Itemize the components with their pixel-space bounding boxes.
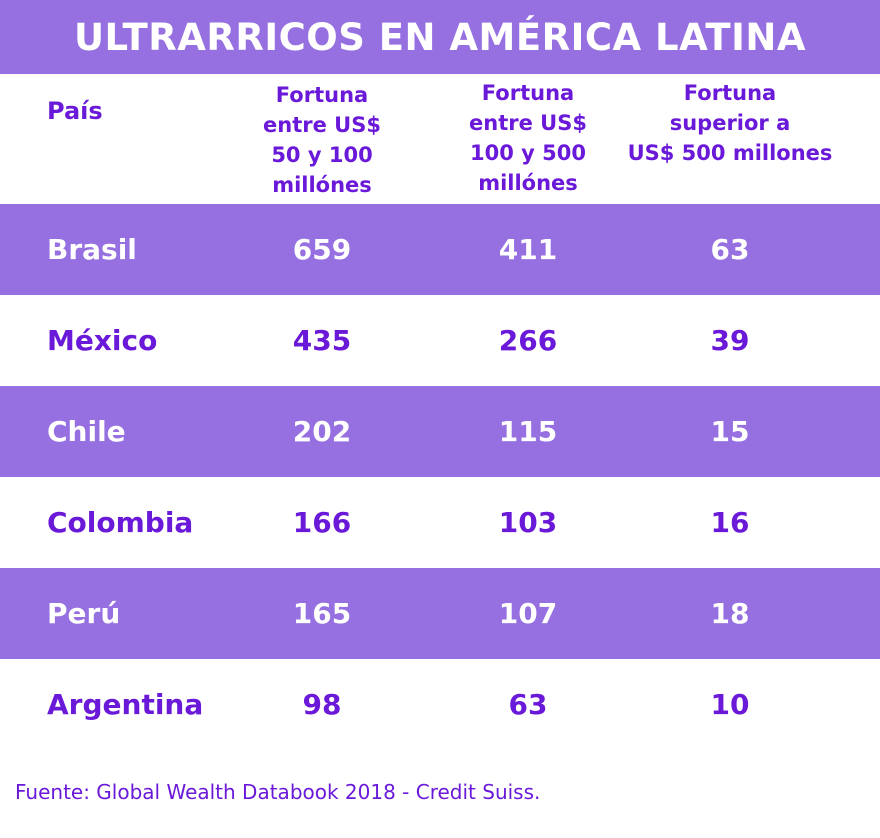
page-title: ULTRARRICOS EN AMÉRICA LATINA	[74, 15, 806, 59]
header-country: País	[47, 97, 103, 125]
header-fortune-over-500: Fortuna superior a US$ 500 millones	[610, 78, 850, 168]
header-line: Fortuna	[481, 81, 575, 105]
value-cell-100-500: 103	[498, 506, 558, 539]
country-cell: Brasil	[47, 233, 137, 266]
source-note: Fuente: Global Wealth Databook 2018 - Cr…	[15, 780, 541, 804]
table-row: Colombia 166 103 16	[0, 477, 880, 568]
value-cell-50-100: 165	[292, 597, 352, 630]
header-line: Fortuna	[683, 81, 777, 105]
header-line: millónes	[272, 173, 372, 197]
header-line: US$ 500 millones	[627, 141, 833, 165]
value-cell-50-100: 166	[292, 506, 352, 539]
country-cell: México	[47, 324, 158, 357]
value-cell-50-100: 98	[302, 688, 342, 721]
country-cell: Perú	[47, 597, 121, 630]
header-line: millónes	[478, 171, 578, 195]
value-cell-over-500: 15	[710, 415, 750, 448]
table-header: País Fortuna entre US$ 50 y 100 millónes…	[0, 74, 880, 204]
value-cell-over-500: 18	[710, 597, 750, 630]
table-row: Chile 202 115 15	[0, 386, 880, 477]
header-line: entre US$	[469, 111, 587, 135]
value-cell-over-500: 16	[710, 506, 750, 539]
country-cell: Argentina	[47, 688, 204, 721]
header-line: 100 y 500	[470, 141, 586, 165]
value-cell-100-500: 115	[498, 415, 558, 448]
value-cell-100-500: 266	[498, 324, 558, 357]
table-row: Perú 165 107 18	[0, 568, 880, 659]
value-cell-100-500: 63	[508, 688, 548, 721]
value-cell-100-500: 411	[498, 233, 558, 266]
value-cell-50-100: 202	[292, 415, 352, 448]
title-bar: ULTRARRICOS EN AMÉRICA LATINA	[0, 0, 880, 74]
header-fortune-50-100: Fortuna entre US$ 50 y 100 millónes	[232, 80, 412, 200]
header-line: Fortuna	[275, 83, 369, 107]
header-line: superior a	[669, 111, 791, 135]
value-cell-over-500: 10	[710, 688, 750, 721]
header-fortune-100-500: Fortuna entre US$ 100 y 500 millónes	[438, 78, 618, 198]
value-cell-over-500: 63	[710, 233, 750, 266]
header-line: 50 y 100	[271, 143, 373, 167]
table-row: México 435 266 39	[0, 295, 880, 386]
table-body: Brasil 659 411 63 México 435 266 39 Chil…	[0, 204, 880, 750]
value-cell-over-500: 39	[710, 324, 750, 357]
country-cell: Chile	[47, 415, 126, 448]
table-row: Argentina 98 63 10	[0, 659, 880, 750]
value-cell-50-100: 435	[292, 324, 352, 357]
value-cell-50-100: 659	[292, 233, 352, 266]
value-cell-100-500: 107	[498, 597, 558, 630]
table-row: Brasil 659 411 63	[0, 204, 880, 295]
header-line: entre US$	[263, 113, 381, 137]
country-cell: Colombia	[47, 506, 194, 539]
